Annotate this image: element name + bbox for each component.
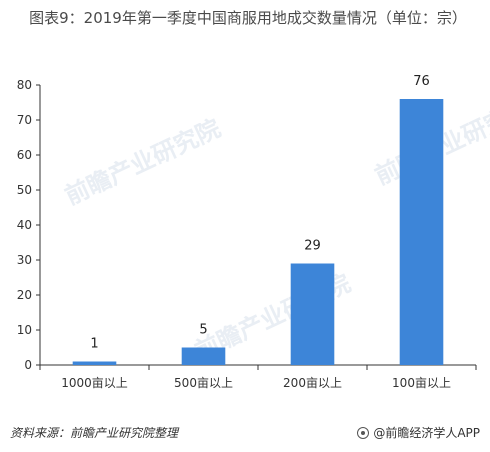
bar [399, 99, 444, 365]
data-label: 29 [304, 239, 321, 254]
brand-logo-icon [357, 426, 370, 439]
x-tick-label: 500亩以上 [174, 375, 233, 390]
y-tick-label: 40 [17, 218, 32, 232]
y-tick-label: 0 [24, 358, 32, 372]
x-tick-label: 200亩以上 [283, 375, 342, 390]
y-tick-label: 60 [17, 148, 32, 162]
y-tick-label: 70 [17, 113, 32, 127]
bars [72, 99, 444, 365]
bar [72, 361, 117, 365]
y-tick-label: 30 [17, 253, 32, 267]
data-label: 76 [413, 74, 430, 89]
y-tick-label: 50 [17, 183, 32, 197]
watermark-text: 前瞻产业研究院 [61, 114, 225, 210]
chart-title: 图表9：2019年第一季度中国商服用地成交数量情况（单位：宗） [29, 9, 467, 27]
source-note: 资料来源：前瞻产业研究院整理 [10, 426, 179, 440]
y-tick-label: 10 [17, 323, 32, 337]
y-axis: 0 10 20 30 40 50 60 70 80 [17, 78, 41, 372]
y-tick-label: 20 [17, 288, 32, 302]
x-tick-label: 1000亩以上 [61, 375, 128, 390]
data-labels: 1 5 29 76 [90, 74, 429, 352]
x-axis: 1000亩以上 500亩以上 200亩以上 100亩以上 [39, 364, 477, 390]
brand-text: @前瞻经济学人APP [373, 426, 480, 440]
bar [290, 263, 335, 365]
x-tick-label: 100亩以上 [392, 375, 451, 390]
brand-credit: @前瞻经济学人APP [357, 424, 480, 441]
data-label: 1 [90, 337, 98, 352]
y-tick-label: 80 [17, 78, 32, 92]
bar [181, 347, 226, 365]
data-label: 5 [199, 323, 207, 338]
